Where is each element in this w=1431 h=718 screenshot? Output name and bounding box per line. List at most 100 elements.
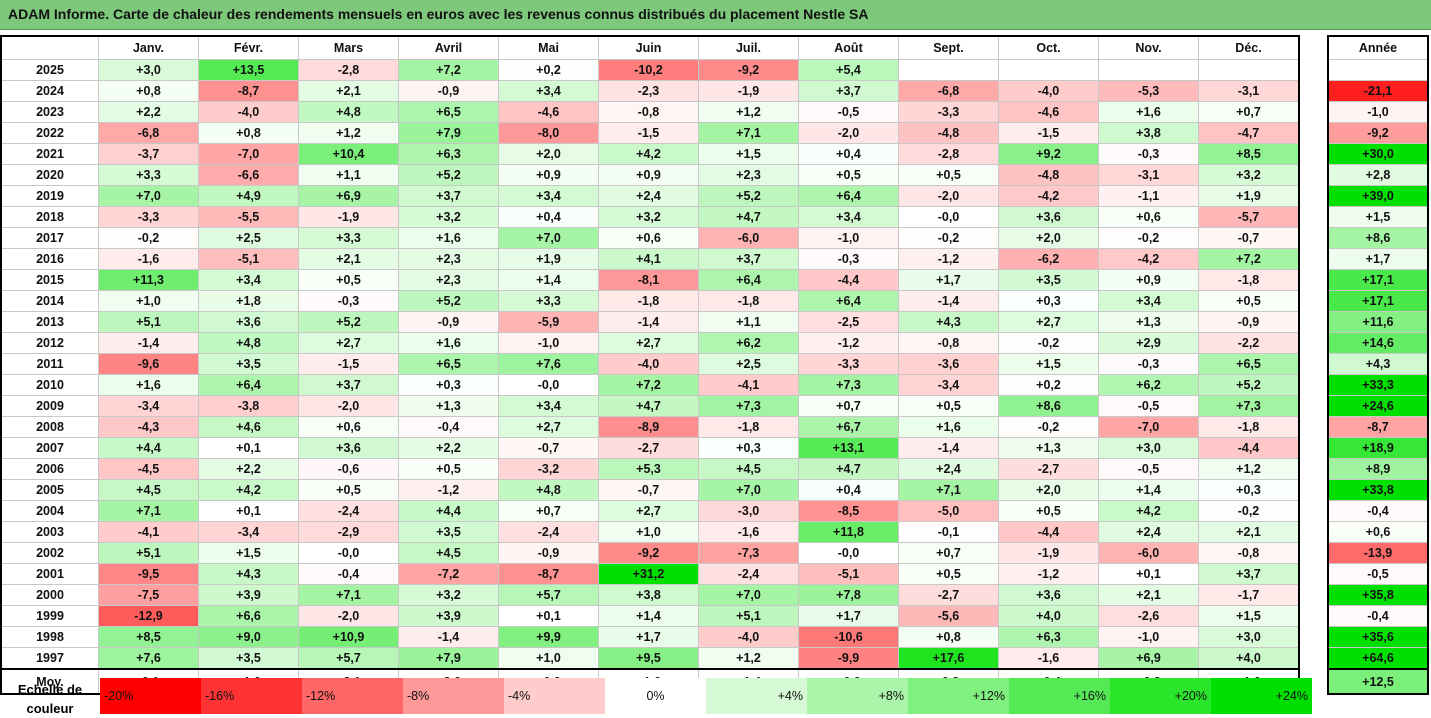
heat-cell: +2,7 — [598, 500, 699, 522]
year-label: 1997 — [0, 647, 99, 670]
heat-cell: -1,6 — [698, 521, 799, 543]
year-label: 2022 — [0, 122, 99, 144]
heat-cell: +1,6 — [898, 416, 999, 438]
heat-cell: +6,6 — [198, 605, 299, 627]
monthly-heatmap-table: Janv. Févr. Mars Avril Mai Juin Juil. Août Sept.… — [0, 35, 1300, 695]
heat-cell: +2,1 — [298, 248, 399, 270]
annual-cell: -1,0 — [1327, 101, 1429, 123]
heat-cell: +6,5 — [398, 353, 499, 375]
heat-cell: +0,6 — [1098, 206, 1199, 228]
heat-cell: +0,7 — [798, 395, 899, 417]
heat-cell: +10,4 — [298, 143, 399, 165]
heat-cell: +5,4 — [798, 59, 899, 81]
annual-returns-table: Année -21,1 -1,0 -9,2 +30,0 +2,8 +39,0 +1,5 +8,6… — [1327, 35, 1429, 695]
year-label: 2013 — [0, 311, 99, 333]
heat-cell: +3,3 — [98, 164, 199, 186]
heat-cell: -9,2 — [598, 542, 699, 564]
heat-cell: +0,1 — [198, 500, 299, 522]
year-row: 2013 +5,1 +3,6 +5,2 -0,9 -5,9 -1,4 +1,1 -2,5 +4,3… — [0, 311, 1300, 333]
year-row: 1997 +7,6 +3,5 +5,7 +7,9 +1,0 +9,5 +1,2 -9,9 +17,… — [0, 647, 1300, 670]
heat-cell: +1,2 — [698, 647, 799, 670]
year-label: 2019 — [0, 185, 99, 207]
annual-cell: +8,6 — [1327, 227, 1429, 249]
heat-cell: -1,8 — [1198, 416, 1300, 438]
heat-cell: -2,0 — [898, 185, 999, 207]
heat-cell: -2,6 — [1098, 605, 1199, 627]
heat-cell: -4,2 — [1098, 248, 1199, 270]
heat-cell: +0,5 — [798, 164, 899, 186]
month-header: Sept. — [898, 35, 999, 60]
heat-cell: -7,2 — [398, 563, 499, 585]
heat-cell: -0,2 — [1098, 227, 1199, 249]
heat-cell: -0,9 — [498, 542, 599, 564]
heat-cell: +4,1 — [598, 248, 699, 270]
annual-row: +17,1 — [1327, 269, 1429, 291]
heat-cell: -0,9 — [398, 80, 499, 102]
heat-cell: +2,0 — [998, 227, 1099, 249]
heat-cell: +0,1 — [498, 605, 599, 627]
color-scale-swatch: +20% — [1110, 678, 1211, 714]
heat-cell: +3,5 — [398, 521, 499, 543]
heat-cell: +1,7 — [598, 626, 699, 648]
heat-cell: +0,5 — [898, 563, 999, 585]
annual-row: -21,1 — [1327, 80, 1429, 102]
heat-cell: -0,3 — [1098, 353, 1199, 375]
heat-cell: +4,7 — [598, 395, 699, 417]
heat-cell: -1,5 — [298, 353, 399, 375]
year-row: 2009 -3,4 -3,8 -2,0 +1,3 +3,4 +4,7 +7,3 +0,7 +0,5… — [0, 395, 1300, 417]
heat-cell: -0,2 — [1198, 500, 1300, 522]
heat-cell: -0,3 — [298, 290, 399, 312]
heat-cell — [1198, 59, 1300, 81]
heat-cell: +0,3 — [698, 437, 799, 459]
heat-cell: +0,3 — [1198, 479, 1300, 501]
heat-cell: -0,3 — [1098, 143, 1199, 165]
heat-cell: +3,6 — [198, 311, 299, 333]
annual-cell: +4,3 — [1327, 353, 1429, 375]
year-row: 2000 -7,5 +3,9 +7,1 +3,2 +5,7 +3,8 +7,0 +7,8 -2,7… — [0, 584, 1300, 606]
heat-cell: -5,0 — [898, 500, 999, 522]
heat-cell: -2,7 — [998, 458, 1099, 480]
heat-cell: +4,7 — [798, 458, 899, 480]
heat-cell: +6,3 — [398, 143, 499, 165]
heat-cell: +13,5 — [198, 59, 299, 81]
heat-cell: +7,0 — [498, 227, 599, 249]
heat-cell: +2,3 — [698, 164, 799, 186]
annual-cell: +39,0 — [1327, 185, 1429, 207]
heat-cell: +0,3 — [398, 374, 499, 396]
heat-cell: -1,5 — [598, 122, 699, 144]
heat-cell: -4,5 — [98, 458, 199, 480]
heat-cell: +1,2 — [298, 122, 399, 144]
heat-cell: +6,4 — [198, 374, 299, 396]
heat-cell: -3,3 — [98, 206, 199, 228]
heat-cell: -1,6 — [98, 248, 199, 270]
heat-cell: +2,7 — [598, 332, 699, 354]
annual-header: Année — [1327, 35, 1429, 60]
annual-row: +33,8 — [1327, 479, 1429, 501]
annual-cell: +24,6 — [1327, 395, 1429, 417]
heat-cell: -1,8 — [698, 416, 799, 438]
heat-cell: +3,6 — [998, 584, 1099, 606]
heat-cell: +2,7 — [298, 332, 399, 354]
year-label: 2010 — [0, 374, 99, 396]
heat-cell: +7,2 — [398, 59, 499, 81]
heat-cell: -0,0 — [298, 542, 399, 564]
heat-cell: +11,3 — [98, 269, 199, 291]
heat-cell: +2,0 — [498, 143, 599, 165]
heat-cell: -2,7 — [598, 437, 699, 459]
heat-cell: +4,8 — [498, 479, 599, 501]
heat-cell: +0,2 — [998, 374, 1099, 396]
heat-cell: +0,9 — [1098, 269, 1199, 291]
heat-cell: +9,5 — [598, 647, 699, 670]
annual-cell: -0,4 — [1327, 500, 1429, 522]
heat-cell: +7,3 — [698, 395, 799, 417]
year-label: 2011 — [0, 353, 99, 375]
heat-cell: +0,6 — [598, 227, 699, 249]
heat-cell: +1,6 — [98, 374, 199, 396]
heat-cell: +1,0 — [498, 647, 599, 670]
annual-cell: +17,1 — [1327, 269, 1429, 291]
heat-cell: +5,7 — [498, 584, 599, 606]
heat-cell: +4,9 — [198, 185, 299, 207]
year-row: 1998 +8,5 +9,0 +10,9 -1,4 +9,9 +1,7 -4,0 -10,6 +0… — [0, 626, 1300, 648]
heat-cell: -10,2 — [598, 59, 699, 81]
heat-cell: +3,4 — [198, 269, 299, 291]
